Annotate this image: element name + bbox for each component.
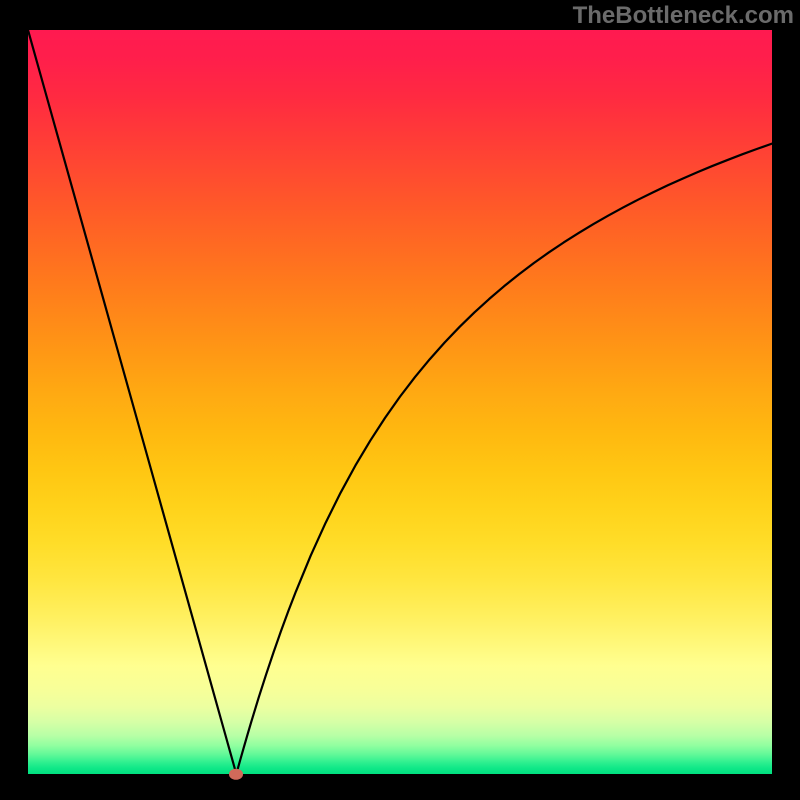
optimum-marker	[229, 769, 243, 780]
watermark-text: TheBottleneck.com	[573, 0, 800, 30]
background-gradient	[28, 30, 772, 774]
chart-stage: TheBottleneck.com	[0, 0, 800, 800]
plot-area	[28, 30, 772, 774]
